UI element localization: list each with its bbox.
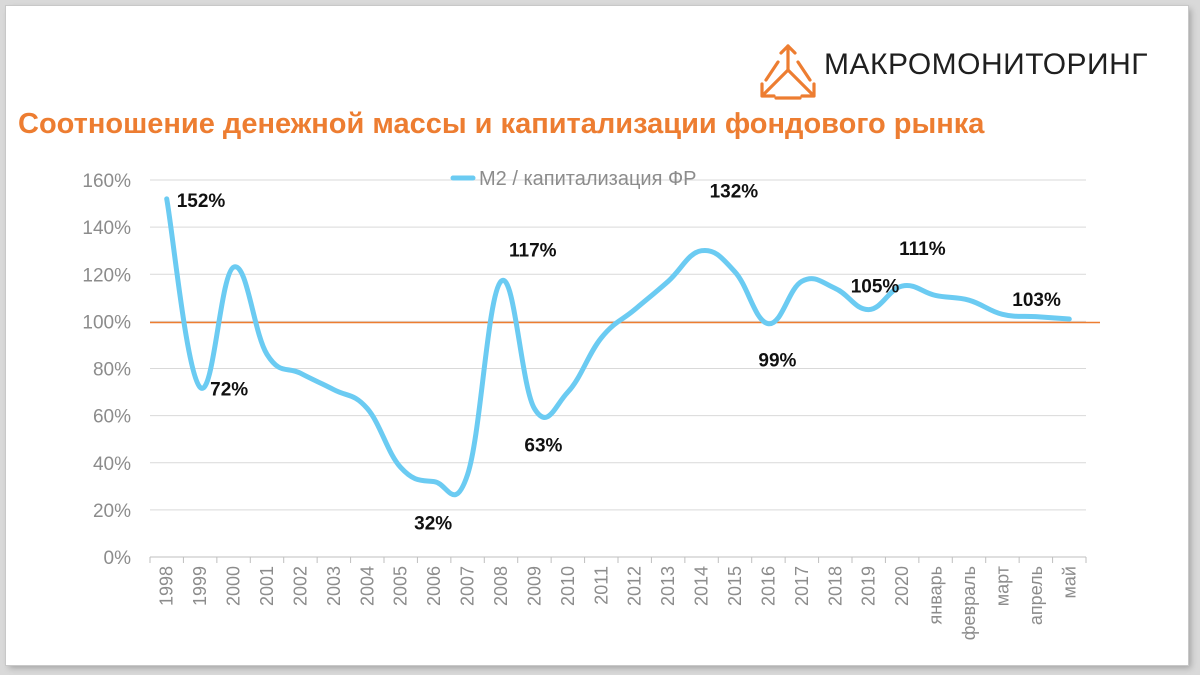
x-tick-label: 2008 [491, 566, 511, 606]
x-tick-label: 1998 [157, 566, 177, 606]
x-axis: 1998 1999 2000 2001 2002 2003 2004 2005 2006 2007… [149, 556, 1087, 640]
gridlines [150, 179, 1086, 511]
data-label: 152% [177, 191, 226, 212]
y-tick-label: 60% [93, 407, 131, 428]
data-labels: 152% 72% 32% 117% 63% 132% 99% 105% 111% 103% [177, 182, 1061, 535]
data-label: 132% [710, 182, 759, 203]
x-tick-label: январь [926, 566, 946, 624]
x-tick-label: 2016 [758, 566, 778, 606]
y-tick-label: 140% [82, 218, 131, 239]
x-tick-label: май [1059, 566, 1079, 598]
y-axis: 0% 20% 40% 60% 80% 100% 120% 140% 160% [82, 171, 131, 569]
chart-title: Соотношение денежной массы и капитализац… [18, 108, 985, 140]
data-label: 117% [509, 240, 557, 261]
brand-name: МАКРОМОНИТОРИНГ [824, 48, 1149, 81]
y-tick-label: 80% [93, 360, 131, 381]
triangle-arrows-logo-icon [760, 44, 816, 100]
y-tick-label: 40% [93, 454, 131, 475]
data-label: 103% [1012, 290, 1061, 311]
x-tick-label: 2003 [324, 566, 344, 606]
slide [6, 6, 1188, 665]
x-tick-label: апрель [1026, 566, 1046, 625]
x-tick-label: 2001 [257, 566, 277, 606]
data-label: 63% [524, 436, 562, 457]
x-tick-label: 2018 [825, 566, 845, 606]
x-tick-label: 2005 [391, 566, 411, 606]
x-tick-label: 2014 [692, 566, 712, 606]
x-tick-label: 2011 [591, 566, 611, 605]
legend-label: М2 / капитализация ФР [479, 168, 697, 190]
x-tick-label: февраль [959, 566, 979, 640]
x-tick-label: 2000 [224, 566, 244, 606]
x-tick-label: 2009 [524, 566, 544, 606]
y-tick-label: 160% [82, 171, 131, 192]
x-tick-label: 2010 [558, 566, 578, 606]
x-tick-label: 1999 [190, 566, 210, 606]
data-label: 111% [899, 239, 946, 260]
data-label: 105% [851, 277, 900, 298]
x-tick-label: 2017 [792, 566, 812, 606]
x-tick-label: 2012 [625, 566, 645, 606]
series-group [164, 196, 1072, 498]
series-line [164, 196, 1072, 498]
data-label: 72% [210, 379, 248, 400]
data-label: 99% [758, 351, 796, 372]
y-tick-label: 120% [82, 265, 131, 286]
x-tick-label: 2004 [357, 566, 377, 606]
x-tick-label: 2020 [892, 566, 912, 606]
data-label: 32% [414, 514, 452, 535]
brand-logo: МАКРОМОНИТОРИНГ [752, 40, 1192, 104]
legend: М2 / капитализация ФР [450, 168, 697, 190]
y-tick-label: 100% [82, 312, 131, 333]
x-tick-label: 2002 [290, 566, 310, 606]
x-tick-label: 2013 [658, 566, 678, 606]
y-tick-label: 0% [104, 548, 132, 569]
x-tick-label: 2007 [458, 566, 478, 606]
x-tick-label: 2019 [859, 566, 879, 606]
y-tick-label: 20% [93, 501, 131, 522]
x-tick-label: 2006 [424, 566, 444, 606]
x-tick-label: март [992, 566, 1012, 606]
x-tick-label: 2015 [725, 566, 745, 606]
